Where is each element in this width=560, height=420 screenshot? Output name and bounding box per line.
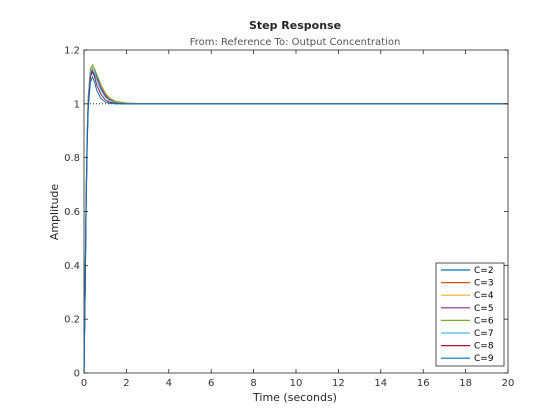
chart-subtitle: From: Reference To: Output Concentration: [190, 37, 401, 48]
x-tick-label: 14: [374, 378, 387, 389]
x-tick-label: 10: [290, 378, 303, 389]
x-tick-label: 18: [459, 378, 472, 389]
y-tick-label: 0: [74, 369, 80, 380]
series-lines-group: [83, 63, 508, 374]
x-axis-label: Time (seconds): [252, 391, 337, 404]
legend-label-5: C=6: [474, 316, 494, 326]
legend-label-4: C=5: [474, 304, 494, 314]
legend: C=2 C=3 C=4 C=5 C=6 C=7 C=8 C=9: [435, 262, 505, 367]
y-tick-label: 1.2: [64, 46, 80, 57]
x-tick-label: 0: [81, 378, 87, 389]
y-tick-label: 0.2: [64, 315, 80, 326]
y-tick-label: 0.8: [64, 153, 80, 164]
legend-label-6: C=7: [474, 329, 494, 339]
y-tick-label: 0.6: [64, 207, 80, 218]
x-tick-label: 2: [123, 378, 129, 389]
x-tick-label: 12: [332, 378, 345, 389]
chart-title: Step Response: [249, 19, 341, 32]
x-tick-label: 20: [502, 378, 515, 389]
legend-label-8: C=9: [474, 354, 494, 364]
y-tick-label: 0.4: [64, 261, 80, 272]
x-tick-label: 16: [417, 378, 430, 389]
legend-box: [435, 262, 505, 367]
legend-label-3: C=4: [474, 291, 494, 301]
x-tick-label: 8: [250, 378, 256, 389]
legend-label-7: C=8: [474, 342, 494, 352]
x-tick-label: 6: [208, 378, 214, 389]
y-axis-ticks: 0 0.2 0.4 0.6 0.8 1 1.2: [64, 46, 508, 380]
x-tick-label: 4: [166, 378, 172, 389]
y-axis-label: Amplitude: [48, 184, 61, 241]
legend-label-2: C=3: [474, 279, 494, 289]
y-tick-label: 1: [74, 99, 80, 110]
x-axis-ticks: 0 2 4 6 8 10 12 14 16 18 20: [81, 50, 515, 389]
legend-label-1: C=2: [474, 266, 494, 276]
series-line-8: [83, 75, 508, 374]
